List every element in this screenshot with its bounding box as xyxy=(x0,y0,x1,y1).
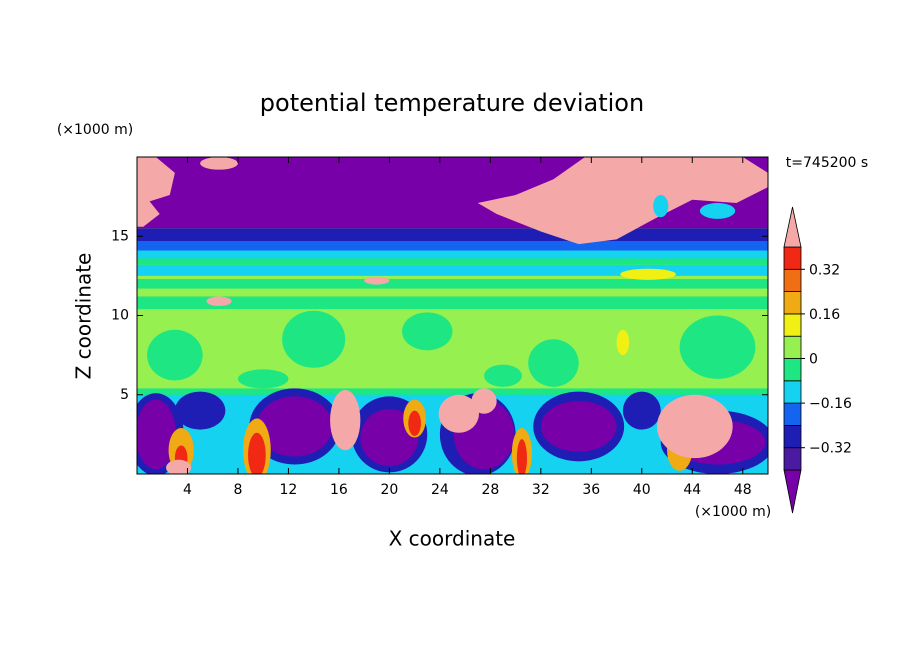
time-annotation: t=745200 s xyxy=(786,155,868,171)
contour-fill xyxy=(282,310,346,368)
contour-fill xyxy=(516,439,527,474)
colorbar-box xyxy=(783,268,802,292)
contour-fill xyxy=(484,364,522,387)
x-tick-label: 20 xyxy=(380,482,398,498)
contour-fill xyxy=(200,157,238,170)
contour-fill xyxy=(656,394,733,459)
colorbar-extend-low xyxy=(783,469,802,514)
x-tick-label: 40 xyxy=(633,482,651,498)
x-tick-label: 16 xyxy=(330,482,348,498)
contour-fill xyxy=(137,228,768,242)
contour-fill xyxy=(408,410,421,436)
x-tick-label: 8 xyxy=(233,482,242,498)
colorbar-label: 0.32 xyxy=(809,262,840,278)
contour-fill xyxy=(540,401,617,452)
colorbar-box xyxy=(783,380,802,404)
y-axis-label: Z coordinate xyxy=(72,253,96,380)
colorbar-label: 0.16 xyxy=(809,307,840,323)
contour-fill xyxy=(699,202,736,219)
contour-fill xyxy=(256,396,333,457)
x-tick-label: 36 xyxy=(582,482,600,498)
x-unit: (×1000 m) xyxy=(695,504,771,520)
y-tick-label: 10 xyxy=(111,308,129,324)
chart-title: potential temperature deviation xyxy=(260,89,644,117)
contour-fill xyxy=(248,432,266,474)
contour-fill xyxy=(206,296,232,306)
y-tick-label: 5 xyxy=(120,387,129,403)
colorbar-label: −0.16 xyxy=(809,396,852,412)
contour-fill xyxy=(616,329,630,356)
contour-fill xyxy=(137,157,175,227)
colorbar-box xyxy=(783,313,802,337)
x-tick-label: 48 xyxy=(734,482,752,498)
x-axis-label: X coordinate xyxy=(389,527,516,551)
x-tick-label: 12 xyxy=(280,482,298,498)
colorbar-label: −0.32 xyxy=(809,441,852,457)
contour-fill xyxy=(471,388,497,414)
contour-fill xyxy=(653,195,669,218)
colorbar-box xyxy=(783,246,802,270)
x-tick-label: 24 xyxy=(431,482,449,498)
colorbar-box xyxy=(783,335,802,359)
x-tick-label: 32 xyxy=(532,482,550,498)
colorbar-box xyxy=(783,358,802,382)
contour-fill xyxy=(137,250,768,259)
colorbar-label: 0 xyxy=(809,352,818,368)
x-tick-label: 28 xyxy=(481,482,499,498)
contour-fill xyxy=(528,339,579,387)
contour-fill xyxy=(620,268,676,280)
contour-fill xyxy=(137,279,768,289)
contour-field xyxy=(137,157,768,474)
contour-fill xyxy=(137,399,177,470)
contour-fill xyxy=(364,276,390,285)
contour-fill xyxy=(679,315,756,379)
contour-fill xyxy=(330,389,361,451)
contour-fill xyxy=(622,391,661,430)
contour-fill xyxy=(166,459,192,474)
contour-fill xyxy=(137,264,768,276)
colorbar-box xyxy=(783,402,802,426)
x-tick-label: 44 xyxy=(683,482,701,498)
contour-fill xyxy=(137,296,768,310)
colorbar-box xyxy=(783,291,802,315)
contour-fill xyxy=(174,391,226,430)
y-unit: (×1000 m) xyxy=(57,122,133,138)
contour-fill xyxy=(147,329,203,381)
colorbar-box xyxy=(783,447,802,471)
colorbar-extend-high xyxy=(783,206,802,248)
x-tick-label: 4 xyxy=(183,482,192,498)
contour-fill xyxy=(402,312,453,351)
y-tick-label: 15 xyxy=(111,228,129,244)
contour-fill xyxy=(438,394,480,433)
colorbar-box xyxy=(783,424,802,449)
contour-fill xyxy=(137,388,768,395)
contour-fill xyxy=(137,241,768,251)
contour-fill xyxy=(477,157,768,245)
contour-fill xyxy=(237,369,289,389)
